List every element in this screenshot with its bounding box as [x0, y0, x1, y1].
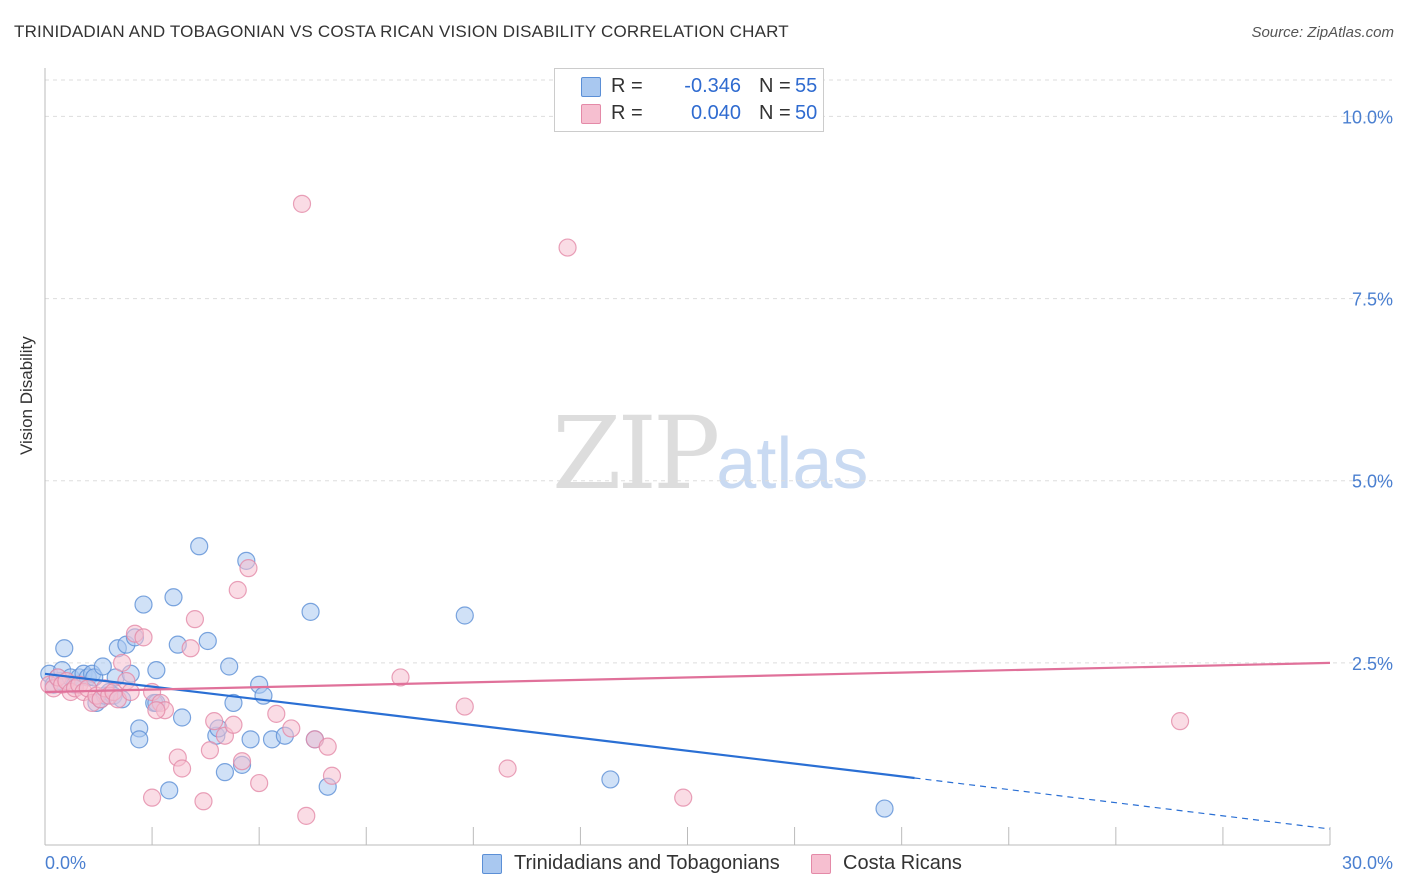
data-point-blue [301, 602, 320, 621]
data-point-pink [112, 653, 132, 672]
data-point-blue [241, 730, 260, 749]
data-point-blue [55, 639, 74, 658]
data-point-blue [160, 781, 179, 800]
legend-n-label: N = [759, 75, 791, 97]
y-tick-label: 7.5% [1352, 290, 1393, 310]
data-point-blue [601, 770, 620, 789]
data-point-blue [455, 606, 474, 625]
trend-line-blue [44, 672, 915, 780]
data-point-blue [147, 661, 166, 680]
data-point-pink [200, 741, 220, 760]
data-point-pink [232, 752, 252, 771]
trend-line-blue-extension [914, 777, 1331, 830]
series-label: Costa Ricans [843, 852, 962, 874]
data-point-pink [267, 704, 286, 723]
data-point-pink [455, 697, 474, 716]
legend-n-value: 55 [795, 75, 818, 97]
legend-swatch-pink [581, 104, 601, 124]
data-point-pink [391, 668, 410, 687]
legend-n-label: N = [759, 102, 791, 124]
data-point-pink [205, 712, 224, 731]
data-point-pink [322, 766, 342, 785]
data-point-pink [297, 806, 316, 825]
series-label: Trinidadians and Tobagonians [514, 852, 780, 874]
data-point-pink [172, 759, 192, 778]
data-point-blue [190, 537, 209, 556]
data-point-pink [558, 238, 577, 257]
watermark-zip: ZIP [552, 395, 720, 512]
data-point-pink [498, 759, 517, 778]
trend-line-pink [44, 661, 1331, 694]
series-swatch-pink [811, 854, 831, 874]
watermark: ZIPatlas [552, 395, 868, 512]
source-label: Source: ZipAtlas.com [1251, 24, 1394, 41]
legend-r-label: R = [611, 75, 643, 97]
y-axis-label: Vision Disability [17, 336, 36, 455]
data-point-pink [185, 610, 205, 629]
watermark-atlas: atlas [716, 424, 869, 504]
x-tick-label: 0.0% [45, 853, 86, 873]
data-point-pink [282, 719, 301, 738]
data-point-blue [220, 657, 239, 676]
data-point-pink [1170, 712, 1190, 731]
y-tick-label: 2.5% [1352, 654, 1393, 674]
legend-r-value: -0.346 [684, 75, 741, 97]
data-point-pink [142, 788, 162, 807]
data-point-blue [134, 595, 153, 614]
data-point-pink [147, 701, 166, 720]
data-point-blue [164, 588, 183, 607]
data-point-blue [875, 799, 894, 818]
data-point-pink [134, 628, 153, 647]
data-point-blue [93, 657, 112, 676]
data-point-pink [318, 737, 337, 756]
correlation-legend: R = -0.346 N = 55 R = 0.040 N = 50 [554, 68, 824, 132]
data-point-pink [250, 773, 269, 793]
x-tick-label: 30.0% [1342, 853, 1393, 873]
legend-r-label: R = [611, 102, 643, 124]
data-point-pink [121, 682, 140, 702]
data-point-pink [181, 639, 200, 658]
data-point-pink [194, 792, 213, 811]
data-point-pink [239, 559, 258, 578]
data-point-blue [215, 763, 234, 782]
data-point-pink [292, 194, 312, 213]
data-point-pink [228, 580, 247, 600]
data-point-pink [224, 715, 243, 734]
series-swatch-blue [482, 854, 502, 874]
data-point-pink [674, 788, 693, 807]
y-tick-label: 10.0% [1342, 107, 1393, 127]
data-point-blue [224, 693, 243, 713]
legend-swatch-blue [581, 77, 601, 97]
chart-title: TRINIDADIAN AND TOBAGONIAN VS COSTA RICA… [14, 22, 789, 41]
y-tick-label: 5.0% [1352, 472, 1393, 492]
legend-r-value: 0.040 [690, 102, 741, 124]
data-point-blue [172, 708, 192, 727]
legend-n-value: 50 [795, 102, 818, 124]
data-point-blue [130, 730, 149, 749]
data-point-blue [198, 631, 217, 651]
